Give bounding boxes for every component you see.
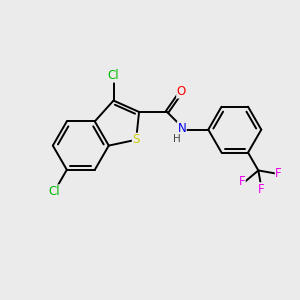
Text: F: F <box>238 175 245 188</box>
Text: S: S <box>133 133 140 146</box>
Text: F: F <box>258 183 265 196</box>
Text: N: N <box>177 122 186 135</box>
Text: Cl: Cl <box>49 185 60 198</box>
Text: H: H <box>173 134 181 144</box>
Text: O: O <box>177 85 186 98</box>
Text: Cl: Cl <box>108 69 119 82</box>
Text: F: F <box>275 167 282 180</box>
